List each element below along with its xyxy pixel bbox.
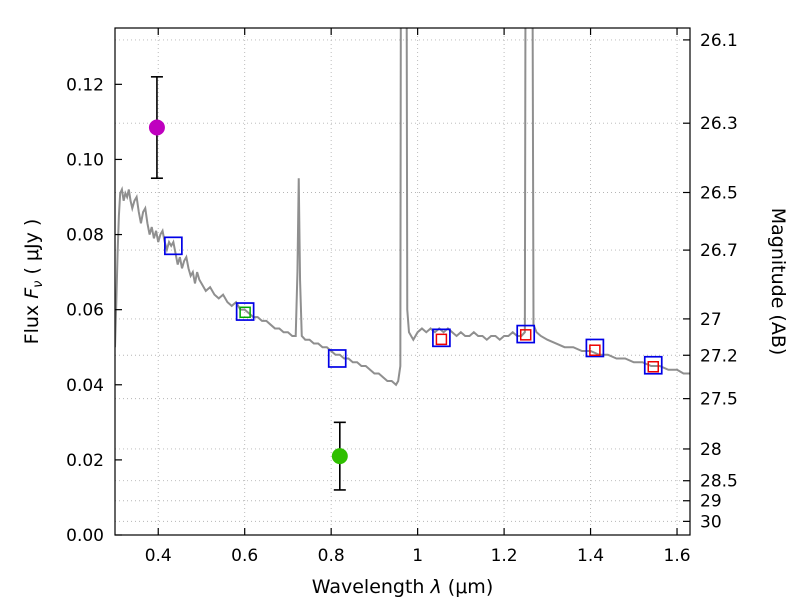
photometry-square: [327, 349, 347, 368]
axes-frame: [114, 27, 691, 536]
right-axis-label: Magnitude (AB): [767, 208, 789, 356]
svg-text:0.08: 0.08: [66, 226, 104, 246]
tick-marks: [115, 28, 690, 536]
svg-text:0.04: 0.04: [66, 376, 104, 396]
photometry-markers: [164, 236, 663, 375]
svg-text:0.00: 0.00: [66, 526, 104, 546]
tick-labels: 0.4 0.6 0.8 1 1.2 1.4 1.6 0.00 0.02 0.04 0.06 0.08 0…: [66, 31, 738, 566]
spectrum-line: [115, 28, 690, 387]
gridlines: [115, 28, 690, 535]
svg-text:1.6: 1.6: [664, 546, 691, 566]
svg-text:27: 27: [700, 310, 722, 330]
y-axis-label: Flux Fν ( μJy ): [21, 219, 46, 345]
svg-text:27.2: 27.2: [700, 346, 738, 366]
svg-text:0.6: 0.6: [231, 546, 258, 566]
svg-text:0.8: 0.8: [318, 546, 345, 566]
svg-text:1.2: 1.2: [491, 546, 518, 566]
svg-text:0.02: 0.02: [66, 451, 104, 471]
photometry-square: [585, 338, 605, 358]
svg-text:28.5: 28.5: [700, 472, 738, 492]
svg-text:29: 29: [700, 492, 722, 512]
photometry-square: [643, 355, 663, 375]
detection-points: [148, 76, 348, 491]
svg-text:0.10: 0.10: [66, 150, 104, 170]
photometry-square: [432, 328, 451, 348]
svg-text:26.7: 26.7: [700, 241, 738, 261]
svg-text:1: 1: [412, 546, 423, 566]
photometry-square: [516, 324, 536, 344]
svg-text:0.4: 0.4: [145, 546, 172, 566]
photometry-square-inner: [647, 361, 660, 373]
svg-text:26.3: 26.3: [700, 114, 738, 134]
svg-text:0.06: 0.06: [66, 301, 104, 321]
svg-text:26.5: 26.5: [700, 183, 738, 203]
photometry-square: [164, 236, 183, 256]
svg-text:1.4: 1.4: [577, 546, 604, 566]
svg-text:28: 28: [700, 440, 722, 460]
svg-text:26.1: 26.1: [700, 31, 738, 51]
green-point: [331, 448, 348, 465]
photometry-square: [235, 302, 255, 321]
photometry-square-inner: [239, 306, 251, 319]
photometry-square-inner: [435, 333, 448, 346]
photometry-square-inner: [519, 329, 532, 341]
svg-text:0.12: 0.12: [66, 75, 104, 95]
svg-text:27.5: 27.5: [700, 390, 738, 410]
magenta-point: [148, 119, 165, 136]
x-axis-label: Wavelength λ (μm): [312, 576, 493, 598]
svg-text:30: 30: [700, 512, 722, 532]
photometry-square-inner: [589, 344, 601, 356]
